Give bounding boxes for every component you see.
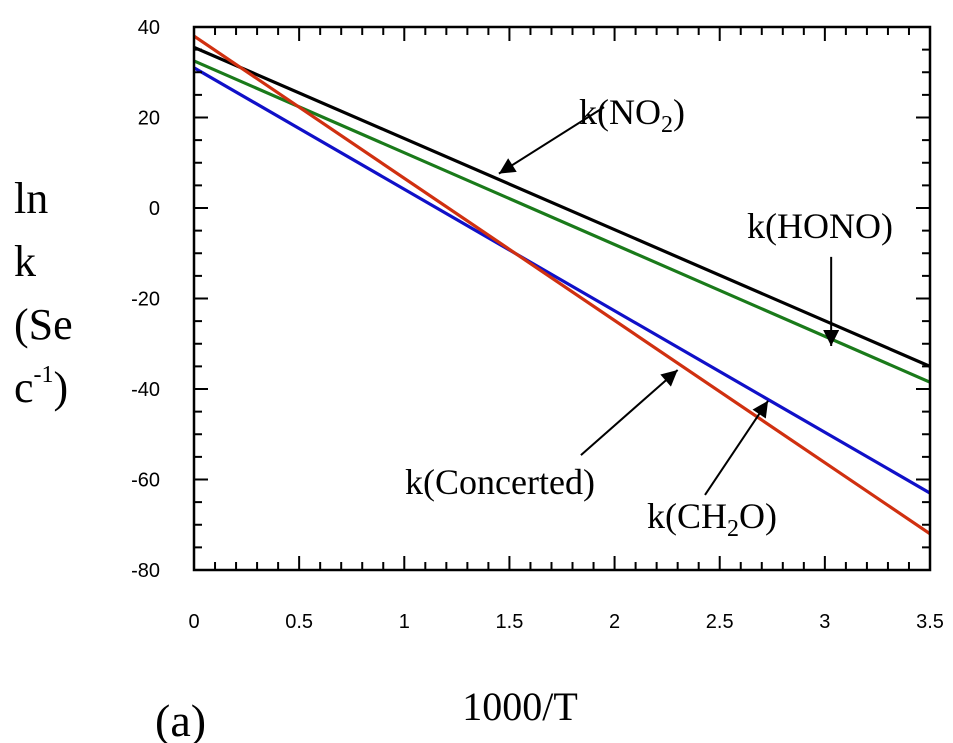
annotation-arrow-concerted xyxy=(580,369,679,456)
series-line-4 xyxy=(194,34,930,536)
series-line-1 xyxy=(194,45,930,368)
y-tick-label: -40 xyxy=(131,379,160,401)
x-tick-label: 2.5 xyxy=(706,611,734,633)
x-axis-title: 1000/T xyxy=(462,684,578,729)
annotation-arrow-ch2o xyxy=(704,400,769,496)
annotation-label-text: k(Concerted) xyxy=(405,462,595,502)
annotation-label-text: k(HONO) xyxy=(747,206,893,246)
x-tick-label: 1.5 xyxy=(496,611,524,633)
annotation-label-text: O) xyxy=(739,496,777,536)
annotation-label-hono: k(HONO) xyxy=(747,206,893,246)
y-axis-title-superscript: -1 xyxy=(34,362,54,388)
annotation-label-subscript: 2 xyxy=(661,112,673,138)
x-tick-label: 3 xyxy=(819,611,830,633)
x-tick-label: 0.5 xyxy=(285,611,313,633)
annotation-label-text: k(NO xyxy=(579,92,661,132)
annotation-label-text: k(CH xyxy=(647,496,727,536)
series-line-3 xyxy=(194,66,930,495)
y-tick-label: 40 xyxy=(138,17,160,39)
x-tick-label: 3.5 xyxy=(916,611,944,633)
panel-label: (a) xyxy=(155,695,206,743)
y-tick-label: -60 xyxy=(131,470,160,492)
y-axis-title-close: ) xyxy=(54,363,69,412)
x-tick-label: 2 xyxy=(609,611,620,633)
x-tick-label: 1 xyxy=(399,611,410,633)
annotation-label-subscript: 2 xyxy=(727,516,739,542)
annotation-layer: k(NO2)k(HONO)k(Concerted)k(CH2O) xyxy=(405,92,893,542)
y-axis-title-line-3: (Se xyxy=(14,300,73,349)
annotation-arrow-no2 xyxy=(498,106,605,175)
series-line-2 xyxy=(194,59,930,384)
y-axis-title-line-1: ln xyxy=(14,174,48,223)
y-axis-title-unit: c xyxy=(14,363,34,412)
y-axis-title-line-4: c-1) xyxy=(14,362,68,412)
y-tick-label: 0 xyxy=(149,198,160,220)
y-axis-title: ln k (Se c-1) xyxy=(14,174,73,412)
annotation-label-ch2o: k(CH2O) xyxy=(647,496,777,542)
annotation-label-concerted: k(Concerted) xyxy=(405,462,595,502)
x-tick-label: 0 xyxy=(188,611,199,633)
y-tick-label: -20 xyxy=(131,289,160,311)
annotation-label-text: ) xyxy=(673,92,685,132)
series-layer xyxy=(194,34,930,536)
y-tick-label: -80 xyxy=(131,560,160,582)
annotation-label-no2: k(NO2) xyxy=(579,92,685,138)
tick-layer: 0 0.5 1 1.5 2 2.5 3 3.5 40 20 0 -20 -40 -60 -80 xyxy=(131,17,944,633)
y-tick-label: 20 xyxy=(138,108,160,130)
y-axis-title-line-2: k xyxy=(14,237,36,286)
